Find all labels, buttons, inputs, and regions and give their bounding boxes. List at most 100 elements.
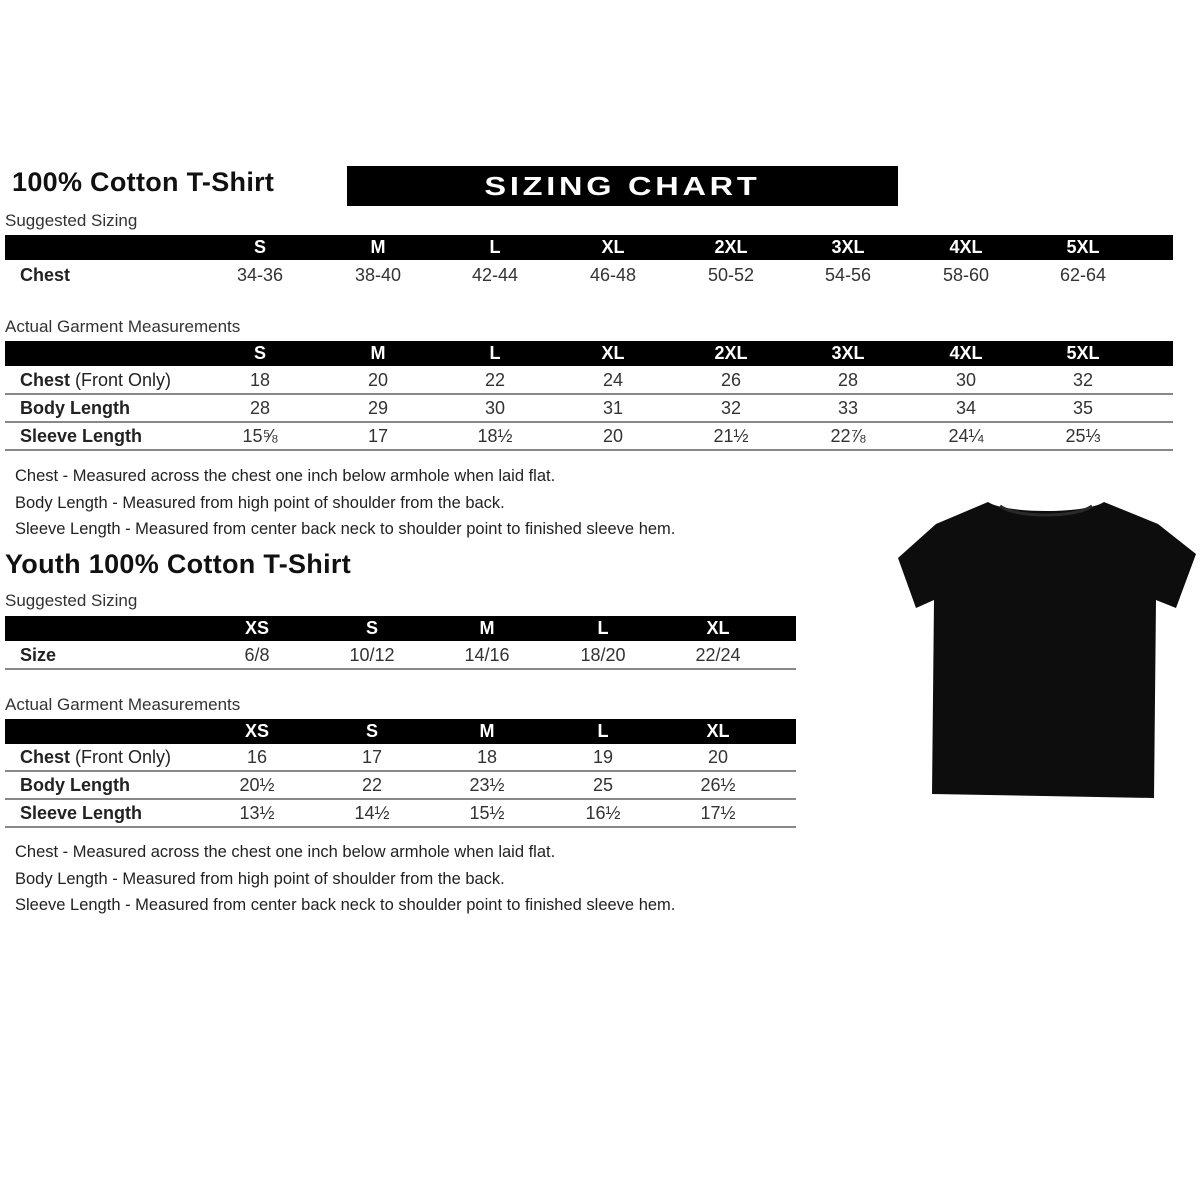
size-header-s: S [365,721,379,741]
table-cell: 18 [249,370,271,390]
black-tshirt-icon [898,502,1196,798]
size-header-xl: XL [601,343,625,363]
table-cell: 25⅓ [1065,426,1101,446]
size-header-l: L [489,343,501,363]
table-cell: 6/8 [244,645,270,665]
youth-suggested-label: Suggested Sizing [5,591,138,610]
table-cell: 22⅞ [830,426,866,446]
row-divider [5,668,796,670]
row-label-text: Body Length [20,398,130,418]
size-header-bar: S M L XL 2XL 3XL 4XL 5XL [5,235,1173,260]
size-header-m: M [370,343,386,363]
table-row: Chest (Front Only) 16 17 18 19 20 [5,743,796,772]
size-header-4xl: 4XL [949,237,983,257]
size-header-m: M [370,237,386,257]
table-cell: 26½ [700,775,736,795]
table-cell: 16½ [585,803,621,823]
measurement-note: Sleeve Length - Measured from center bac… [15,896,676,914]
table-cell: 28 [837,370,859,390]
table-cell: 32 [1072,370,1094,390]
table-cell: 19 [592,747,614,767]
table-cell: 13½ [239,803,275,823]
table-cell: 20½ [239,775,275,795]
youth-suggested-table: XS S M L XL Size 6/8 10/12 14/16 18/20 22/24 [5,616,796,670]
table-cell: 22/24 [695,645,741,665]
measurement-note: Sleeve Length - Measured from center bac… [15,520,676,538]
size-header-m: M [479,618,495,638]
table-cell: 21½ [713,426,749,446]
row-label: Sleeve Length [20,422,142,450]
size-header-s: S [365,618,379,638]
row-label-suffix: (Front Only) [70,747,172,767]
row-divider [5,826,796,828]
table-cell: 14½ [354,803,390,823]
table-cell: 30 [955,370,977,390]
table-cell: 14/16 [464,645,510,665]
row-label: Body Length [20,771,130,799]
table-cell: 15⅝ [242,426,278,446]
row-label: Sleeve Length [20,799,142,827]
row-label-text: Chest [20,370,71,390]
row-divider [5,421,1173,423]
size-header-3xl: 3XL [831,237,865,257]
table-cell: 20 [367,370,389,390]
table-row: Chest (Front Only) 18 20 22 24 26 28 30 32 [5,366,1173,395]
measurement-note: Body Length - Measured from high point o… [15,869,505,888]
size-header-l: L [597,618,609,638]
row-divider [5,770,796,772]
table-cell: 42-44 [471,265,519,285]
table-cell: 50-52 [707,265,755,285]
table-cell: 24¼ [948,426,984,446]
table-cell: 35 [1072,398,1094,418]
table-cell: 34 [955,398,977,418]
row-divider [5,798,796,800]
row-label-text: Chest [20,747,71,767]
row-label: Chest [20,261,70,289]
table-row: Sleeve Length 13½ 14½ 15½ 16½ 17½ [5,799,796,828]
table-cell: 22 [361,775,383,795]
row-label-text: Body Length [20,775,130,795]
measurement-note: Body Length - Measured from high point o… [15,493,505,512]
table-cell: 18 [476,747,498,767]
size-header-bar: S M L XL 2XL 3XL 4XL 5XL [5,341,1173,366]
table-cell: 54-56 [824,265,872,285]
table-cell: 17 [367,426,389,446]
table-cell: 24 [602,370,624,390]
size-header-5xl: 5XL [1066,343,1100,363]
table-cell: 32 [720,398,742,418]
row-label-suffix: (Front Only) [70,370,172,390]
table-cell: 20 [707,747,729,767]
row-label-text: Sleeve Length [20,803,143,823]
adult-actual-table: S M L XL 2XL 3XL 4XL 5XL Chest (Front Only) 18 20 2… [5,341,1173,451]
sizing-chart-banner: SIZING CHART [347,166,898,206]
table-row: Sleeve Length 15⅝ 17 18½ 20 21½ 22⅞ 24¼ 25⅓ [5,422,1173,451]
table-cell: 30 [484,398,506,418]
table-cell: 22 [484,370,506,390]
size-header-5xl: 5XL [1066,237,1100,257]
table-row: Size 6/8 10/12 14/16 18/20 22/24 [5,641,796,670]
table-cell: 17 [361,747,383,767]
table-cell: 34-36 [236,265,284,285]
table-cell: 15½ [469,803,505,823]
size-header-bar: XS S M L XL [5,719,796,744]
youth-actual-table: XS S M L XL Chest (Front Only) 16 17 18 19 20 Body … [5,719,796,828]
youth-title: Youth 100% Cotton T-Shirt [5,549,351,579]
size-header-bar: XS S M L XL [5,616,796,641]
size-header-4xl: 4XL [949,343,983,363]
table-cell: 62-64 [1059,265,1107,285]
table-cell: 16 [246,747,268,767]
row-divider [5,449,1173,451]
adult-title: 100% Cotton T-Shirt [12,167,275,197]
table-row: Chest 34-36 38-40 42-44 46-48 50-52 54-56 58-60… [5,261,1173,289]
size-header-s: S [253,343,267,363]
row-divider [5,393,1173,395]
size-header-xl: XL [706,721,730,741]
table-cell: 33 [837,398,859,418]
adult-suggested-label: Suggested Sizing [5,211,138,230]
size-header-2xl: 2XL [714,343,748,363]
table-cell: 38-40 [354,265,402,285]
banner-text: SIZING CHART [484,170,761,201]
table-cell: 18/20 [580,645,626,665]
table-cell: 25 [592,775,614,795]
row-label-text: Size [20,645,57,665]
